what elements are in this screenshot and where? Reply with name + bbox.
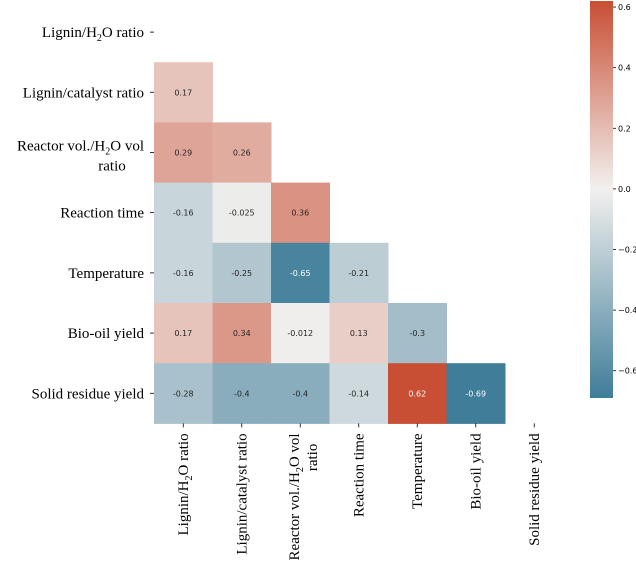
cell-value-label: -0.65 (290, 269, 311, 278)
heatmap-cell (271, 242, 330, 304)
y-tick-label: Reactor vol./H2O vol (17, 139, 144, 158)
cell-value-label: -0.25 (231, 269, 252, 278)
heatmap-cell (154, 182, 213, 244)
y-tick-label: Solid residue yield (32, 386, 145, 402)
cell-value-label: -0.4 (234, 389, 250, 398)
y-tick-label: Temperature (68, 266, 144, 282)
heatmap-cell (388, 303, 447, 364)
y-tick-label: Lignin/catalyst ratio (23, 85, 144, 101)
cell-value-label: -0.4 (292, 389, 308, 398)
heatmap-cell (446, 363, 506, 424)
heatmap-cell (154, 242, 213, 304)
cell-value-label: -0.16 (173, 209, 194, 218)
cell-value-label: 0.36 (291, 209, 309, 218)
heatmap-cell (212, 363, 272, 424)
colorbar-tick-label: 0.4 (618, 64, 631, 73)
heatmap-cell (388, 363, 447, 424)
heatmap-cell (271, 363, 330, 424)
cell-value-label: 0.62 (408, 389, 426, 398)
colorbar-gradient (590, 1, 613, 398)
x-tick-label: Solid residue yield (527, 433, 543, 546)
x-tick-label: Lignin/catalyst ratio (235, 433, 251, 554)
heatmap-cell (154, 122, 213, 184)
cell-value-label: -0.14 (348, 389, 369, 398)
y-tick-label: Lignin/H2O ratio (42, 25, 144, 44)
cell-value-label: 0.17 (174, 329, 192, 338)
row-labels: Lignin/H2O ratio Lignin/catalyst ratio Rea… (17, 25, 154, 402)
cell-value-label: 0.26 (233, 149, 251, 158)
y-tick-label-line2: ratio (98, 159, 126, 175)
x-tick-label-line2: ratio (305, 444, 321, 472)
heatmap-cell (329, 242, 389, 304)
colorbar-tick-label: −0.2 (618, 246, 636, 255)
y-tick-label: Bio-oil yield (68, 326, 145, 342)
cell-value-label: 0.34 (233, 329, 251, 338)
cell-value-label: 0.13 (350, 329, 368, 338)
colorbar-tick-label: −0.6 (618, 367, 636, 376)
heatmap-cell (271, 303, 330, 364)
colorbar-tick-label: −0.4 (618, 306, 636, 315)
heatmap-cell (212, 122, 272, 184)
heatmap-cell (212, 303, 272, 364)
cell-value-label: 0.29 (174, 149, 192, 158)
heatmap-cell (212, 242, 272, 304)
cell-value-label: -0.28 (173, 389, 194, 398)
heatmap-cell (212, 182, 272, 244)
x-tick-label: Reaction time (352, 433, 368, 517)
heatmap-cell (154, 303, 213, 364)
colorbar-tick-label: 0.0 (618, 185, 631, 194)
colorbar-tick-label: 0.2 (618, 124, 631, 133)
cell-value-label: -0.21 (348, 269, 369, 278)
heatmap-cell (154, 363, 213, 424)
cell-value-label: -0.16 (173, 269, 194, 278)
colorbar: 0.6 0.4 0.2 0.0 −0.2 −0.4 −0.6 (590, 1, 636, 398)
x-tick-label: Temperature (410, 433, 426, 509)
heatmap-cell (329, 303, 389, 364)
x-tick-label: Lignin/H2O ratio (176, 433, 195, 535)
x-tick-label: Reactor vol./H2O vol (287, 433, 306, 560)
y-tick-label: Reaction time (60, 206, 144, 222)
column-labels: Lignin/H2O ratio Lignin/catalyst ratio Rea… (176, 423, 543, 560)
x-tick-label: Bio-oil yield (469, 433, 485, 510)
cell-value-label: 0.17 (174, 88, 192, 97)
heatmap-cell (329, 363, 389, 424)
cell-value-label: -0.012 (287, 329, 313, 338)
heatmap-cell (154, 62, 213, 123)
colorbar-tick-label: 0.6 (618, 3, 631, 12)
cell-value-label: -0.025 (229, 209, 255, 218)
heatmap-cell (271, 182, 330, 244)
cell-value-label: -0.3 (409, 329, 425, 338)
cell-value-label: -0.69 (465, 389, 486, 398)
heatmap-cells: 0.17 0.29 0.26 -0.16 -0.025 0.36 -0.16 -0.25 -0.… (154, 62, 506, 424)
